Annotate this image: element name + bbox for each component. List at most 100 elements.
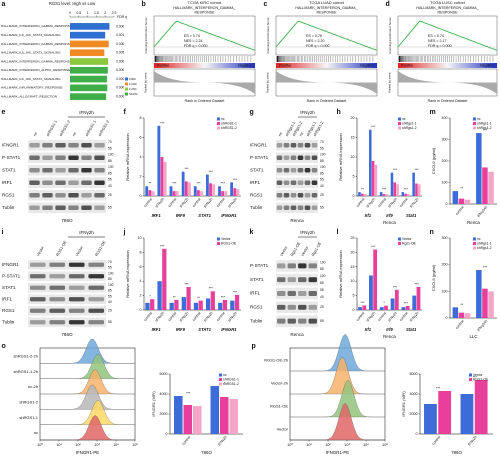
lane-label: shRGS1-1 bbox=[46, 120, 58, 137]
kda-marker: 85 bbox=[320, 159, 324, 163]
gene-set-title: RESPONSE bbox=[195, 10, 216, 14]
significance: *** bbox=[483, 265, 488, 269]
y-tick-label: 6 bbox=[140, 265, 142, 269]
gene-label: IFNGR1 bbox=[221, 327, 237, 332]
kda-marker: 100 bbox=[320, 165, 326, 169]
bar bbox=[369, 275, 373, 310]
x-axis-label: IFNGR1-PE bbox=[76, 450, 99, 455]
blot-band bbox=[29, 143, 40, 148]
blot-band bbox=[94, 143, 105, 148]
blot-band bbox=[29, 285, 46, 290]
x-tick-label: 10⁵ bbox=[382, 443, 388, 447]
blot-band bbox=[68, 262, 85, 267]
fdr-value: 0.005 bbox=[116, 51, 124, 55]
legend-swatch bbox=[473, 246, 476, 250]
significance: *** bbox=[371, 245, 376, 249]
lane-label: shRgs1-1 bbox=[285, 121, 297, 137]
histogram bbox=[40, 369, 135, 395]
blot-band bbox=[55, 180, 66, 185]
panel-letter: e bbox=[2, 109, 6, 116]
blot-strip bbox=[276, 177, 318, 188]
protein-label: P-STAT1 bbox=[250, 263, 269, 268]
cell-line-label: 786O bbox=[201, 450, 212, 455]
legend-swatch bbox=[217, 117, 220, 121]
kda-marker: 55 bbox=[108, 178, 112, 182]
y-axis-label: IFNGR1 (MFI) bbox=[401, 391, 406, 417]
blot-band bbox=[287, 318, 296, 324]
bar bbox=[482, 167, 488, 204]
x-axis-label: IFNGR1-PE bbox=[326, 450, 349, 455]
bar bbox=[163, 161, 167, 196]
panel-letter: i bbox=[2, 229, 4, 236]
bar bbox=[371, 160, 375, 196]
gene-set-label: HALLMARK_IL6_JAK_STAT3_SIGNALING bbox=[1, 51, 61, 55]
blot-band bbox=[29, 155, 40, 160]
legend-label: Vector bbox=[402, 237, 412, 241]
y-tick-label: 8 bbox=[140, 116, 142, 120]
fdr-value: 0.000 bbox=[116, 86, 124, 90]
significance: *** bbox=[473, 375, 478, 379]
kda-marker: 85 bbox=[108, 159, 112, 163]
gene-label: IRF1 bbox=[152, 327, 162, 332]
x-tick-label: IFNγ24h bbox=[476, 319, 488, 332]
blot-band bbox=[290, 168, 297, 173]
gene-set-title: RESPONSE bbox=[438, 10, 459, 14]
bar bbox=[151, 191, 155, 196]
y-tick-label: 0 bbox=[353, 194, 355, 198]
bar bbox=[379, 192, 383, 196]
histogram bbox=[40, 415, 135, 441]
bar bbox=[70, 40, 109, 48]
y-tick-label: 5 bbox=[353, 294, 355, 298]
kda-marker: 55 bbox=[320, 146, 324, 150]
treatment-label: IFNγ2h bbox=[300, 230, 315, 235]
kda-marker: 25 bbox=[108, 309, 112, 313]
protein-label: IRF1 bbox=[2, 180, 12, 185]
bar bbox=[236, 189, 240, 196]
enrichment-curve bbox=[153, 20, 256, 51]
significance: * bbox=[383, 301, 385, 305]
legend-label: shRgs1-2 bbox=[402, 126, 417, 130]
blot-band bbox=[277, 277, 286, 283]
y-tick-label: 200 bbox=[442, 159, 448, 163]
ranked-metric bbox=[276, 71, 377, 94]
kda-marker: 55 bbox=[108, 320, 112, 324]
y-tick-label: 4 bbox=[140, 279, 142, 283]
bar bbox=[205, 298, 211, 310]
gene-label: IRF9 bbox=[176, 213, 186, 218]
bar bbox=[145, 186, 149, 196]
blot-band bbox=[308, 263, 317, 269]
plot-frame bbox=[397, 15, 498, 56]
positive-label: Positive bbox=[401, 63, 413, 67]
y-axis-label: IFNGR1 (MFI) bbox=[151, 391, 156, 417]
significance: *** bbox=[160, 121, 165, 125]
sample-label: RGS1-OE bbox=[270, 404, 288, 409]
bar bbox=[157, 281, 162, 310]
blot-band bbox=[29, 262, 46, 267]
bar bbox=[452, 307, 459, 318]
kda-marker: 55 bbox=[320, 178, 324, 182]
protein-label: IRF1 bbox=[250, 291, 260, 296]
protein-label: RGS1 bbox=[250, 305, 263, 310]
blot-band bbox=[287, 291, 296, 296]
positive-label: Positive bbox=[279, 63, 291, 67]
blot-band bbox=[81, 168, 92, 173]
blot-band bbox=[42, 168, 53, 173]
blot-band bbox=[94, 155, 105, 160]
bar bbox=[184, 181, 188, 196]
bar bbox=[452, 191, 459, 204]
significance: ** bbox=[460, 303, 463, 307]
panel-letter: d bbox=[386, 1, 390, 8]
panel-letter: h bbox=[337, 109, 341, 116]
lane-label: nc bbox=[72, 131, 78, 137]
y-tick-label: 15 bbox=[351, 265, 355, 269]
bar bbox=[196, 190, 200, 196]
bar bbox=[181, 297, 186, 310]
histogram bbox=[290, 333, 385, 372]
bar bbox=[396, 184, 399, 196]
significance: *** bbox=[436, 386, 441, 390]
gsea-stat: ES = 0.76 bbox=[306, 34, 322, 38]
x-tick-label: control bbox=[399, 197, 409, 208]
x-tick-label: control bbox=[143, 311, 153, 322]
significance: *** bbox=[404, 188, 409, 192]
blot-strip bbox=[28, 165, 106, 176]
